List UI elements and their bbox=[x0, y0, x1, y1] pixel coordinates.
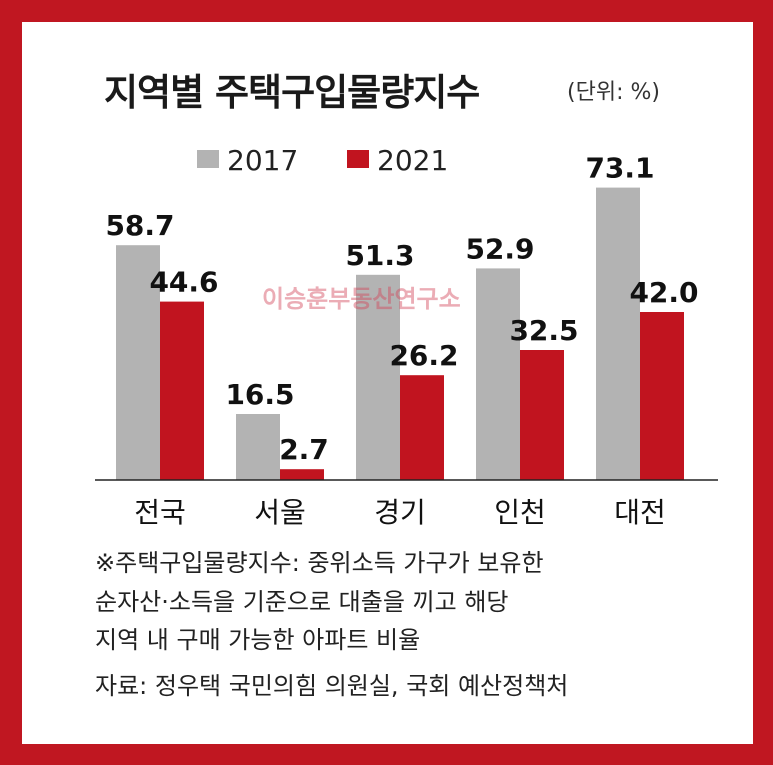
data-label-2017-1: 16.5 bbox=[225, 378, 294, 411]
definition-line-1: ※주택구입물량지수: 중위소득 가구가 보유한 bbox=[95, 549, 544, 577]
definition-line-2: 순자산·소득을 기준으로 대출을 끼고 해당 bbox=[95, 588, 509, 616]
data-label-2021-2: 26.2 bbox=[389, 339, 458, 372]
bar-2017-3 bbox=[476, 268, 520, 480]
unit-label: (단위: %) bbox=[567, 80, 660, 105]
bar-2021-2 bbox=[400, 375, 444, 480]
data-label-2017-0: 58.7 bbox=[105, 209, 174, 242]
watermark: 이승훈부동산연구소 bbox=[262, 285, 461, 313]
bar-2021-4 bbox=[640, 312, 684, 480]
source-note: 자료: 정우택 국민의힘 의원실, 국회 예산정책처 bbox=[95, 672, 569, 700]
bar-2017-2 bbox=[356, 274, 400, 480]
bar-2021-0 bbox=[160, 301, 204, 480]
data-label-2017-2: 51.3 bbox=[345, 239, 414, 272]
bar-2021-1 bbox=[280, 469, 324, 480]
category-label-0: 전국 bbox=[134, 496, 186, 529]
data-label-2017-4: 73.1 bbox=[585, 152, 654, 185]
data-label-2017-3: 52.9 bbox=[465, 232, 534, 265]
chart-title: 지역별 주택구입물량지수 bbox=[104, 71, 480, 114]
bar-2017-1 bbox=[236, 414, 280, 480]
category-label-4: 대전 bbox=[614, 496, 666, 529]
legend-swatch-2017 bbox=[197, 150, 219, 168]
legend-label-2017: 2017 bbox=[227, 144, 299, 177]
bar-2017-4 bbox=[596, 187, 640, 480]
data-label-2021-0: 44.6 bbox=[149, 266, 218, 299]
category-label-2: 경기 bbox=[374, 496, 426, 529]
definition-line-3: 지역 내 구매 가능한 아파트 비율 bbox=[95, 626, 421, 654]
data-label-2021-3: 32.5 bbox=[509, 314, 578, 347]
data-label-2021-1: 2.7 bbox=[279, 433, 329, 466]
bar-2017-0 bbox=[116, 245, 160, 480]
bar-2021-3 bbox=[520, 350, 564, 480]
data-label-2021-4: 42.0 bbox=[629, 276, 698, 309]
category-label-1: 서울 bbox=[254, 496, 306, 529]
category-label-3: 인천 bbox=[494, 496, 546, 529]
legend-swatch-2021 bbox=[347, 150, 369, 168]
legend-label-2021: 2021 bbox=[377, 144, 449, 177]
